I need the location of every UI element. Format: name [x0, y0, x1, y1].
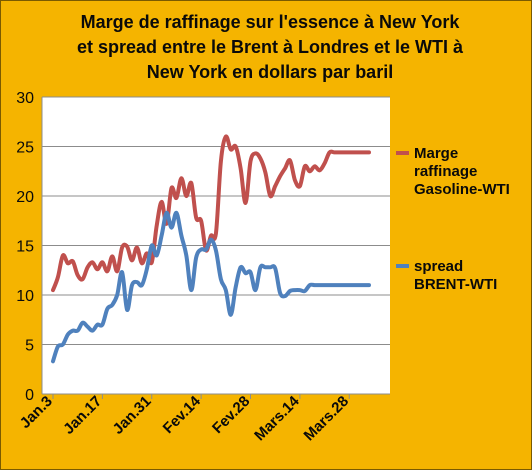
chart-title: Marge de raffinage sur l'essence à New Y… [76, 12, 464, 82]
x-tick-label: Mars.28 [301, 393, 353, 445]
series-line-1 [51, 210, 371, 364]
x-tick-label: Jan.17 [60, 393, 105, 438]
y-tick-label: 20 [16, 189, 34, 206]
x-tick-label: Fev.14 [160, 392, 205, 437]
gridlines [41, 96, 390, 395]
x-tick-label: Fev.28 [209, 393, 253, 437]
series-line-0 [51, 134, 371, 293]
legend: Marge raffinage Gasoline-WTI spread BRENT-WT… [396, 145, 510, 293]
series-lines [51, 134, 371, 364]
x-axis-ticks: Jan.3 Jan.17 Jan.31 Fev.14 Fev.28Mars.14Mars… [17, 392, 352, 444]
legend-label: spread BRENT-WTI [414, 258, 497, 293]
y-tick-label: 5 [25, 338, 34, 355]
y-tick-label: 25 [16, 140, 34, 157]
x-tick-label: Mars.14 [251, 392, 303, 444]
y-axis-ticks: 0 5 10 15 20 25 30 [16, 90, 34, 404]
legend-label: Marge raffinage Gasoline-WTI [414, 145, 510, 198]
y-tick-label: 15 [16, 239, 34, 256]
x-tick-label: Jan.3 [17, 393, 56, 432]
x-tick-label: Jan.31 [110, 393, 155, 438]
y-tick-label: 30 [16, 90, 34, 107]
y-tick-label: 0 [25, 387, 34, 404]
y-tick-label: 10 [16, 288, 34, 305]
